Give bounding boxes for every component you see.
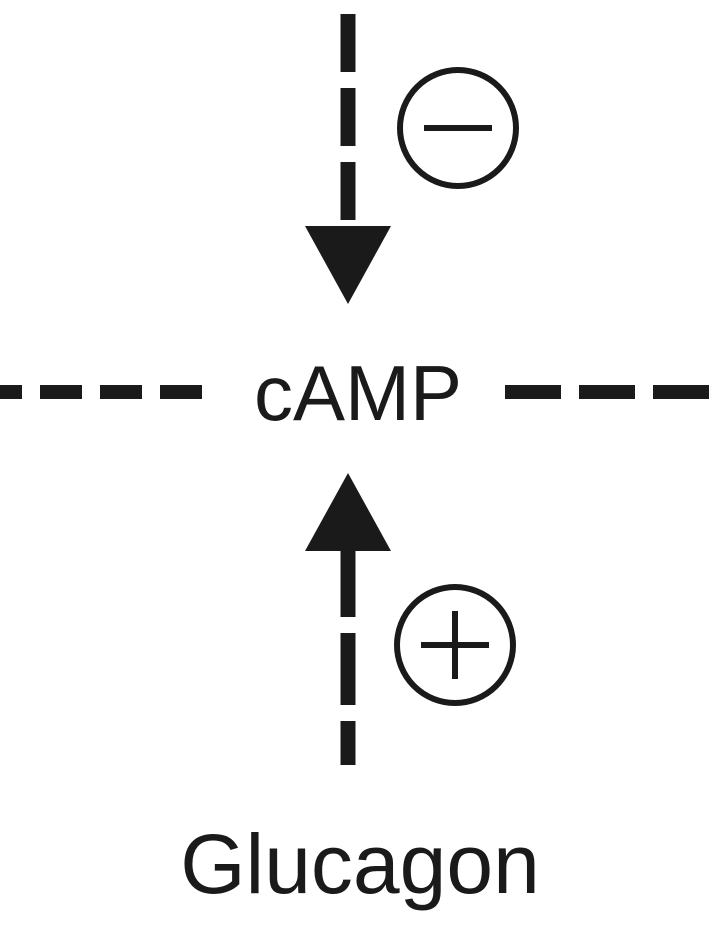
stimulation-symbol <box>394 584 516 706</box>
arrow-head <box>305 473 391 551</box>
node-label: cAMP <box>254 349 462 437</box>
node-label: Glucagon <box>180 817 540 911</box>
inhibition-symbol <box>397 67 519 189</box>
arrow-head <box>305 226 391 304</box>
